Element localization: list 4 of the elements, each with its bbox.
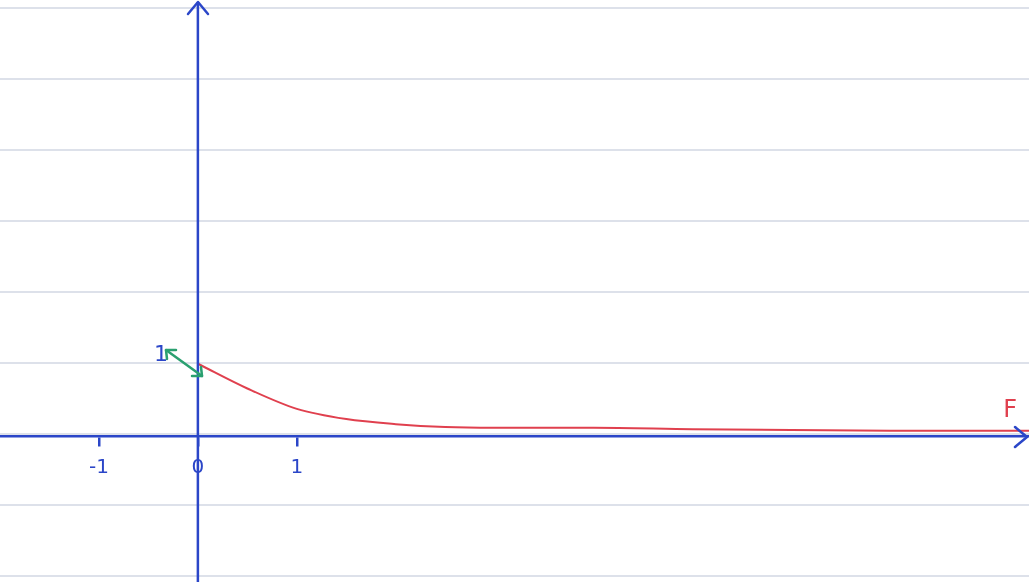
series-label: F xyxy=(1003,394,1017,423)
x-tick-label: 1 xyxy=(290,453,304,478)
annotation: 1 xyxy=(153,341,168,367)
x-tick-label: -1 xyxy=(88,453,109,478)
